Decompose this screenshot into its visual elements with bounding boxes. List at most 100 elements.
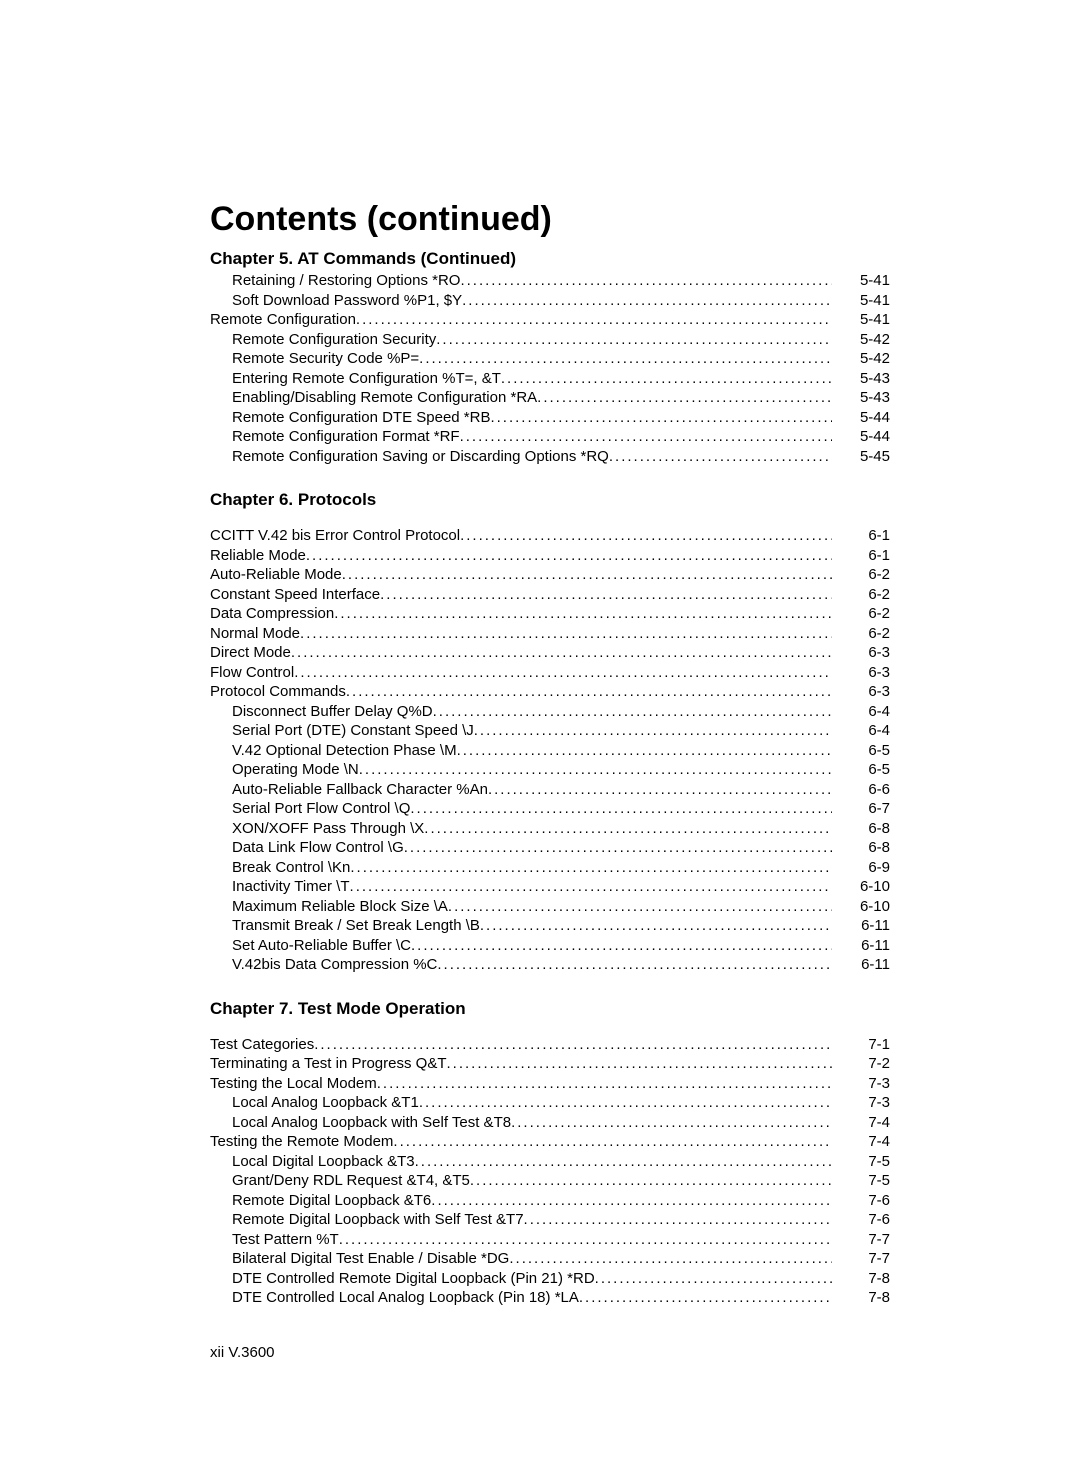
- toc-row: Reliable Mode 6-1: [210, 546, 890, 566]
- toc-row: Remote Configuration Format *RF 5-44: [210, 427, 890, 447]
- toc-row: Break Control \Kn 6-9: [210, 858, 890, 878]
- toc-page-number: 5-45: [832, 447, 890, 467]
- toc-label: Enabling/Disabling Remote Configuration …: [210, 388, 537, 408]
- toc-page-number: 6-7: [832, 799, 890, 819]
- toc-page-number: 6-11: [832, 916, 890, 936]
- toc-page-number: 7-1: [832, 1035, 890, 1055]
- toc-leader-dots: [419, 1093, 832, 1113]
- toc-page-number: 5-41: [832, 271, 890, 291]
- toc-page-number: 6-4: [832, 721, 890, 741]
- toc-leader-dots: [350, 877, 832, 897]
- toc-row: Testing the Local Modem 7-3: [210, 1074, 890, 1094]
- toc-row: Remote Configuration Saving or Discardin…: [210, 447, 890, 467]
- toc-label: Remote Configuration DTE Speed *RB: [210, 408, 490, 428]
- footer-model: V.3600: [228, 1344, 274, 1361]
- toc-page-number: 5-44: [832, 427, 890, 447]
- page-footer: xii V.3600: [210, 1344, 890, 1361]
- toc-sections: Chapter 5. AT Commands (Continued)Retain…: [210, 249, 890, 1308]
- toc-leader-dots: [524, 1210, 832, 1230]
- toc-page-number: 6-5: [832, 741, 890, 761]
- section-heading: Chapter 5. AT Commands (Continued): [210, 249, 890, 269]
- toc-row: Soft Download Password %P1, $Y 5-41: [210, 291, 890, 311]
- toc-row: Remote Digital Loopback with Self Test &…: [210, 1210, 890, 1230]
- toc-page-number: 6-3: [832, 643, 890, 663]
- toc-leader-dots: [419, 349, 832, 369]
- toc-label: Serial Port (DTE) Constant Speed \J: [210, 721, 474, 741]
- toc-row: Constant Speed Interface6-2: [210, 585, 890, 605]
- toc-leader-dots: [377, 1074, 832, 1094]
- section-heading: Chapter 7. Test Mode Operation: [210, 999, 890, 1019]
- toc-row: Terminating a Test in Progress Q&T 7-2: [210, 1054, 890, 1074]
- toc-label: Set Auto-Reliable Buffer \C: [210, 936, 411, 956]
- toc-row: Testing the Remote Modem 7-4: [210, 1132, 890, 1152]
- toc-leader-dots: [474, 721, 832, 741]
- toc-label: Remote Configuration Format *RF: [210, 427, 460, 447]
- toc-row: Entering Remote Configuration %T=, &T 5-…: [210, 369, 890, 389]
- toc-row: Operating Mode \N 6-5: [210, 760, 890, 780]
- toc-row: XON/XOFF Pass Through \X6-8: [210, 819, 890, 839]
- toc-label: Flow Control: [210, 663, 294, 683]
- toc-label: V.42bis Data Compression %C: [210, 955, 437, 975]
- toc-leader-dots: [359, 760, 832, 780]
- toc-label: Data Link Flow Control \G: [210, 838, 404, 858]
- toc-page-number: 7-8: [832, 1269, 890, 1289]
- toc-row: V.42bis Data Compression %C 6-11: [210, 955, 890, 975]
- toc-row: Inactivity Timer \T 6-10: [210, 877, 890, 897]
- toc-label: Test Pattern %T: [210, 1230, 339, 1250]
- toc-leader-dots: [462, 291, 832, 311]
- toc-label: Auto-Reliable Fallback Character %An: [210, 780, 488, 800]
- toc-row: Grant/Deny RDL Request &T4, &T5 7-5: [210, 1171, 890, 1191]
- toc-page-number: 6-3: [832, 663, 890, 683]
- toc-leader-dots: [393, 1132, 832, 1152]
- toc-row: Direct Mode 6-3: [210, 643, 890, 663]
- toc-row: Auto-Reliable Fallback Character %An 6-6: [210, 780, 890, 800]
- toc-leader-dots: [342, 565, 832, 585]
- toc-row: Remote Configuration 5-41: [210, 310, 890, 330]
- toc-row: Set Auto-Reliable Buffer \C 6-11: [210, 936, 890, 956]
- toc-leader-dots: [480, 916, 832, 936]
- toc-leader-dots: [306, 546, 832, 566]
- toc-leader-dots: [490, 408, 832, 428]
- toc-page-number: 7-8: [832, 1288, 890, 1308]
- toc-row: Disconnect Buffer Delay Q%D 6-4: [210, 702, 890, 722]
- toc-page-number: 5-44: [832, 408, 890, 428]
- toc-page-number: 6-5: [832, 760, 890, 780]
- toc-row: V.42 Optional Detection Phase \M 6-5: [210, 741, 890, 761]
- toc-leader-dots: [339, 1230, 832, 1250]
- toc-page-number: 6-11: [832, 955, 890, 975]
- toc-leader-dots: [431, 1191, 832, 1211]
- toc-leader-dots: [579, 1288, 832, 1308]
- toc-leader-dots: [488, 780, 832, 800]
- toc-label: Remote Configuration Security: [210, 330, 436, 350]
- toc-page-number: 7-3: [832, 1074, 890, 1094]
- toc-label: Local Analog Loopback &T1: [210, 1093, 419, 1113]
- toc-row: Maximum Reliable Block Size \A 6-10: [210, 897, 890, 917]
- toc-label: Soft Download Password %P1, $Y: [210, 291, 462, 311]
- toc-page-number: 5-43: [832, 388, 890, 408]
- toc-label: Test Categories: [210, 1035, 314, 1055]
- contents-title: Contents (continued): [210, 200, 890, 239]
- toc-page-number: 6-1: [832, 546, 890, 566]
- toc-page-number: 7-5: [832, 1171, 890, 1191]
- toc-label: Remote Digital Loopback with Self Test &…: [210, 1210, 524, 1230]
- toc-page-number: 7-7: [832, 1249, 890, 1269]
- toc-row: Local Analog Loopback &T1 7-3: [210, 1093, 890, 1113]
- toc-row: Remote Configuration DTE Speed *RB 5-44: [210, 408, 890, 428]
- toc-row: Serial Port Flow Control \Q 6-7: [210, 799, 890, 819]
- toc-label: V.42 Optional Detection Phase \M: [210, 741, 457, 761]
- toc-label: Inactivity Timer \T: [210, 877, 350, 897]
- toc-page-number: 7-4: [832, 1113, 890, 1133]
- toc-page-number: 6-2: [832, 565, 890, 585]
- toc-page-number: 6-2: [832, 624, 890, 644]
- toc-page-number: 6-4: [832, 702, 890, 722]
- footer-page-roman: xii: [210, 1344, 224, 1361]
- toc-row: Data Compression 6-2: [210, 604, 890, 624]
- toc-leader-dots: [509, 1249, 832, 1269]
- toc-leader-dots: [291, 643, 832, 663]
- toc-leader-dots: [404, 838, 832, 858]
- toc-page-number: 6-8: [832, 819, 890, 839]
- toc-row: Bilateral Digital Test Enable / Disable …: [210, 1249, 890, 1269]
- toc-label: Data Compression: [210, 604, 334, 624]
- toc-leader-dots: [411, 936, 832, 956]
- toc-row: Remote Security Code %P= 5-42: [210, 349, 890, 369]
